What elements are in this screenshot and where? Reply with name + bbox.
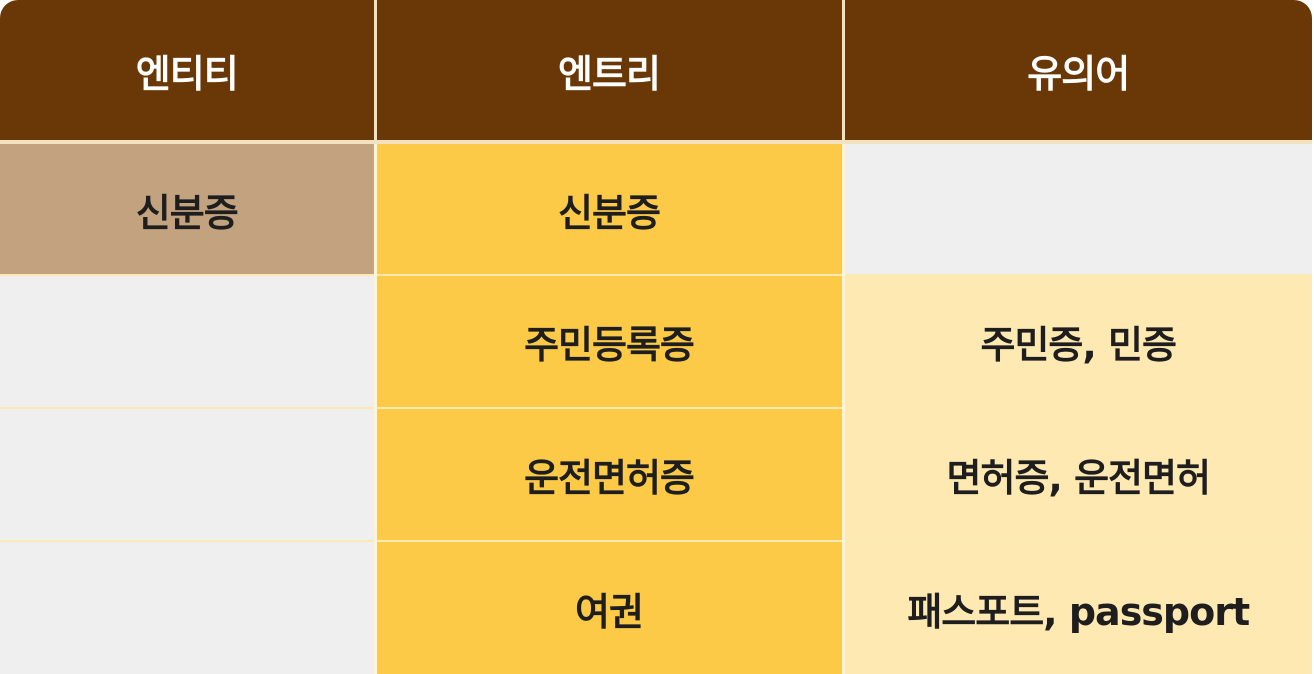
synonym-cell [843,142,1312,276]
entry-cell: 주민등록증 [375,275,845,409]
entity-cell: 신분증 [0,142,377,276]
entity-cell [0,275,377,409]
header-row: 엔티티 엔트리 유의어 [0,0,1312,144]
table-row: 신분증 신분증 [0,142,1312,276]
entry-cell: 신분증 [375,142,845,276]
header-entity: 엔티티 [0,0,377,144]
table-row: 운전면허증 면허증, 운전면허 [0,408,1312,542]
header-synonym: 유의어 [843,0,1312,144]
header-entry: 엔트리 [375,0,845,144]
synonym-cell: 패스포트, passport [843,541,1312,674]
synonym-cell: 주민증, 민증 [843,275,1312,409]
entity-cell [0,541,377,674]
table-row: 주민등록증 주민증, 민증 [0,275,1312,409]
entry-cell: 운전면허증 [375,408,845,542]
entity-cell [0,408,377,542]
synonym-cell: 면허증, 운전면허 [843,408,1312,542]
entry-cell: 여권 [375,541,845,674]
table-row: 여권 패스포트, passport [0,541,1312,674]
